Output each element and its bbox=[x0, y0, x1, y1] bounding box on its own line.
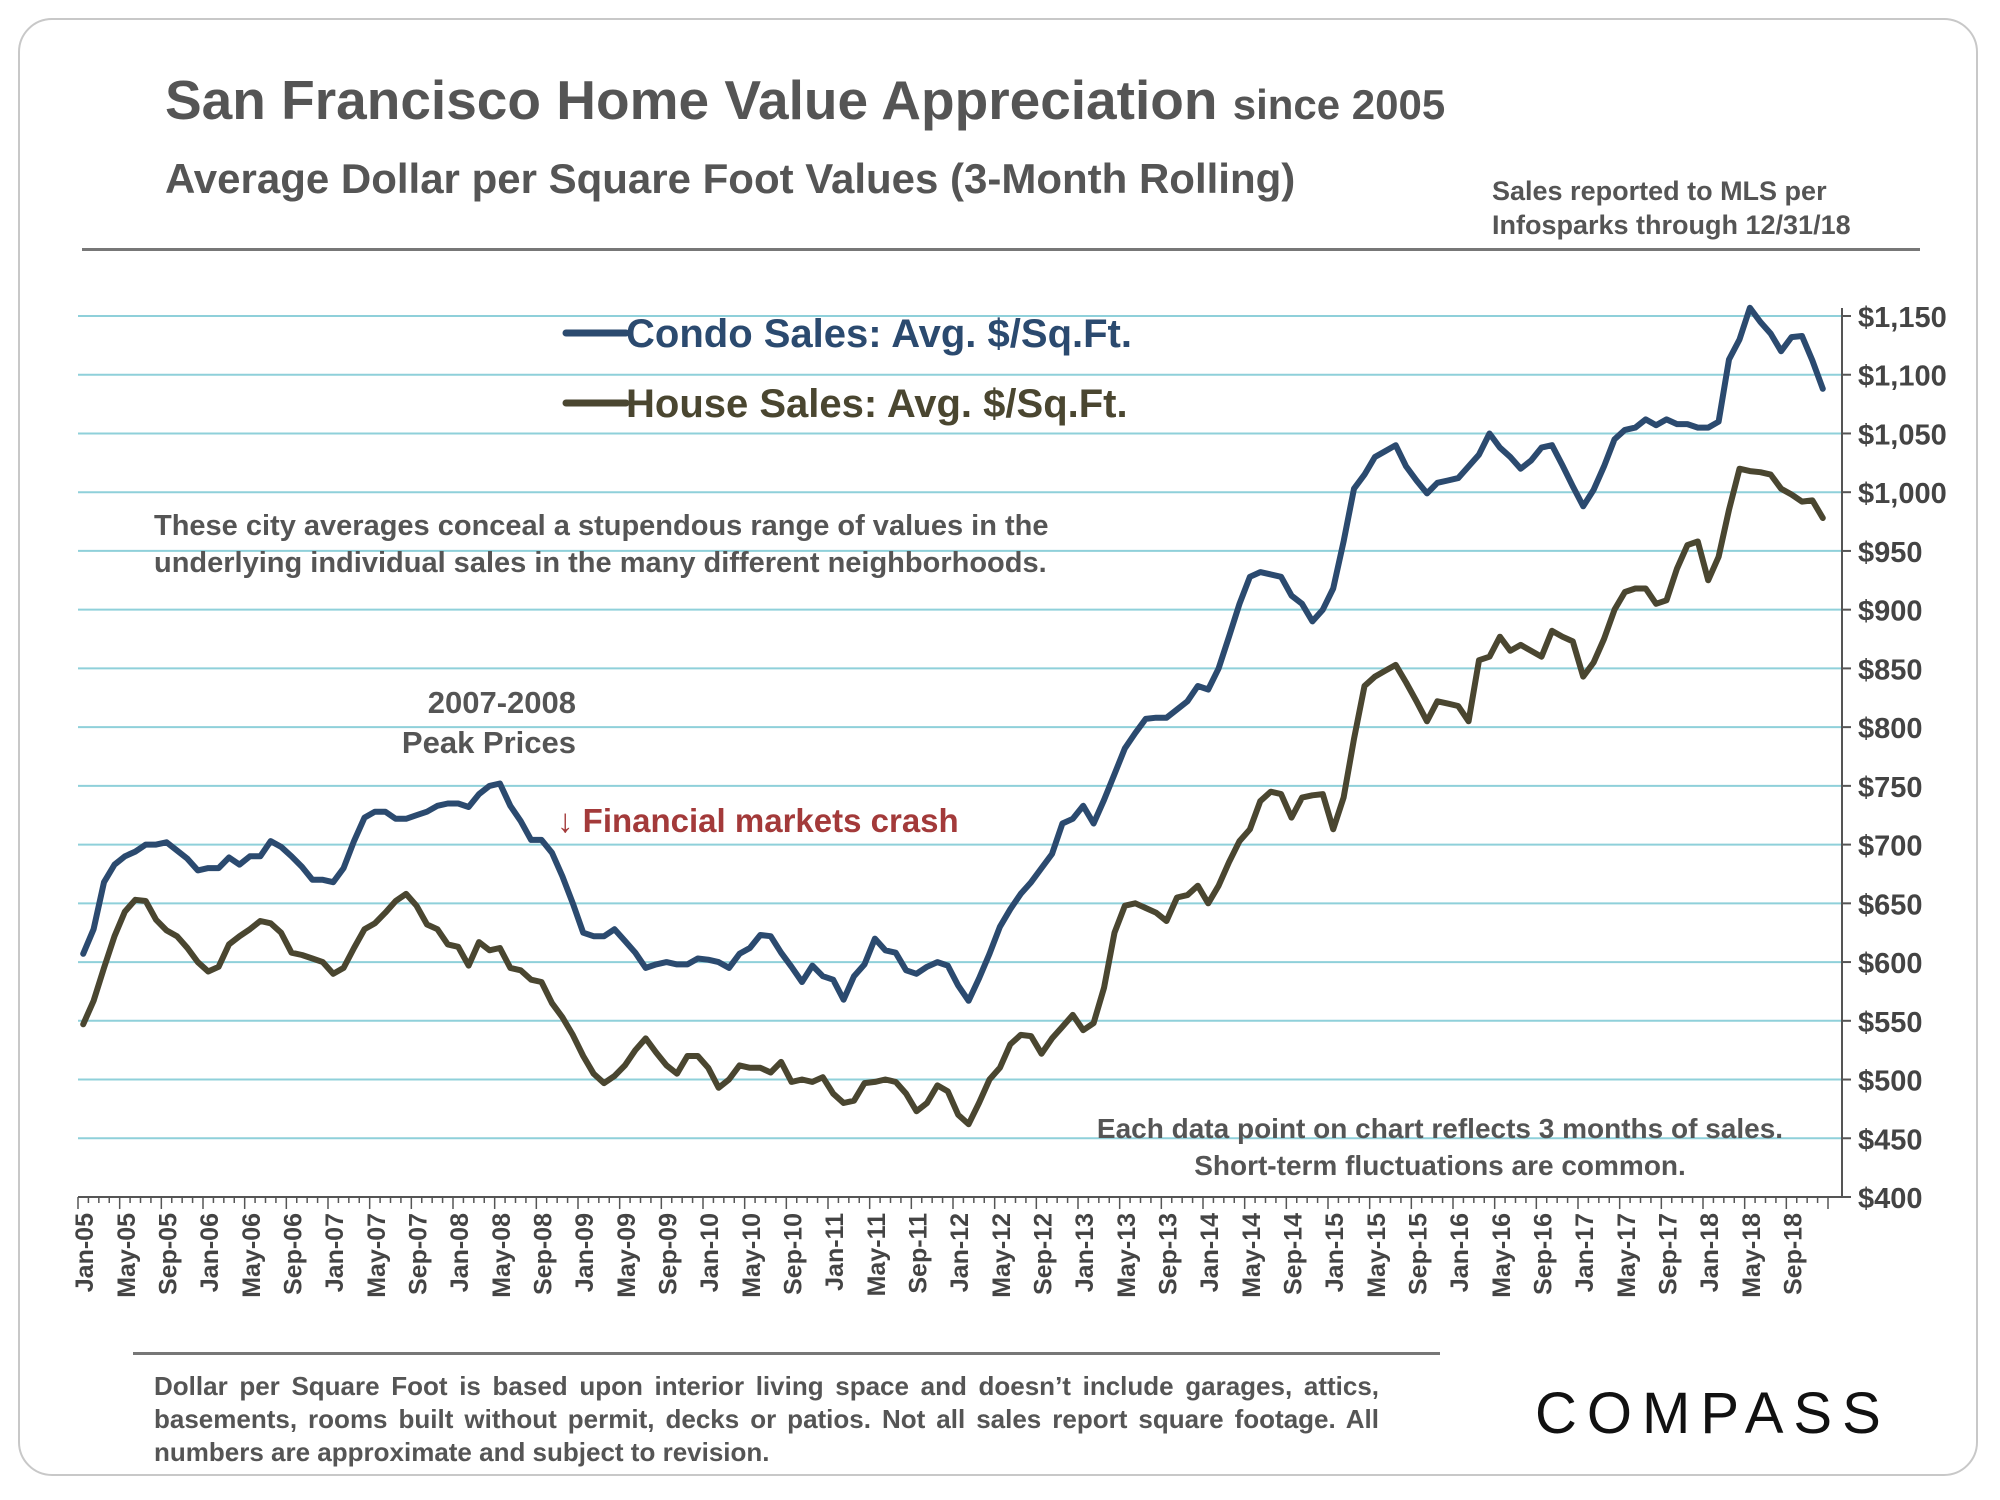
series-line-house bbox=[80, 465, 1826, 1128]
title-suffix: since 2005 bbox=[1232, 81, 1446, 128]
x-tick-label: Sep-05 bbox=[155, 1213, 183, 1295]
x-tick-label: Sep-14 bbox=[1280, 1213, 1308, 1295]
peak-line-2: Peak Prices bbox=[401, 725, 576, 760]
page-subtitle: Average Dollar per Square Foot Values (3… bbox=[165, 155, 1296, 202]
y-tick-label: $1,100 bbox=[1858, 361, 1947, 393]
x-tick-label: Jan-13 bbox=[1071, 1213, 1099, 1292]
x-tick-label: May-07 bbox=[363, 1213, 391, 1298]
data-point-note-line-2: Short-term fluctuations are common. bbox=[1194, 1150, 1686, 1181]
y-tick-label: $500 bbox=[1858, 1066, 1923, 1098]
y-tick-label: $750 bbox=[1858, 772, 1923, 804]
x-tick-label: Jan-11 bbox=[821, 1213, 849, 1291]
x-tick-label: Sep-08 bbox=[530, 1213, 558, 1295]
legend-label-condo: Condo Sales: Avg. $/Sq.Ft. bbox=[626, 312, 1132, 356]
y-tick-label: $1,050 bbox=[1858, 419, 1947, 451]
x-tick-label: May-10 bbox=[738, 1213, 766, 1298]
y-tick-label: $950 bbox=[1858, 537, 1923, 569]
page-title: San Francisco Home Value Appreciation si… bbox=[165, 68, 1445, 132]
range-note-line-1: These city averages conceal a stupendous… bbox=[154, 510, 1049, 542]
slide-frame bbox=[18, 18, 1978, 1476]
x-tick-label: May-12 bbox=[988, 1213, 1016, 1298]
disclaimer: Dollar per Square Foot is based upon int… bbox=[154, 1371, 1379, 1467]
x-tick-label: May-09 bbox=[613, 1213, 641, 1298]
x-tick-label: Sep-17 bbox=[1655, 1213, 1683, 1295]
range-note-line-2: underlying individual sales in the many … bbox=[154, 547, 1047, 579]
source-note: Sales reported to MLS per Infosparks thr… bbox=[1492, 174, 1851, 242]
x-tick-label: Jan-05 bbox=[71, 1213, 99, 1292]
y-tick-label: $650 bbox=[1858, 889, 1923, 921]
x-tick-label: May-17 bbox=[1613, 1213, 1641, 1298]
x-tick-label: Sep-07 bbox=[405, 1213, 433, 1295]
range-note: These city averages conceal a stupendous… bbox=[154, 508, 1048, 582]
x-tick-label: Jan-06 bbox=[196, 1213, 224, 1292]
source-line-2: Infosparks through 12/31/18 bbox=[1492, 210, 1851, 240]
y-tick-label: $400 bbox=[1858, 1183, 1923, 1215]
x-tick-label: May-08 bbox=[488, 1213, 516, 1298]
x-tick-label: Sep-18 bbox=[1780, 1213, 1808, 1295]
x-tick-label: Jan-07 bbox=[321, 1213, 349, 1292]
x-tick-label: Jan-18 bbox=[1696, 1213, 1724, 1292]
x-tick-label: Jan-12 bbox=[946, 1213, 974, 1292]
legend: Condo Sales: Avg. $/Sq.Ft. House Sales: A… bbox=[562, 312, 1132, 426]
x-tick-label: Sep-10 bbox=[780, 1213, 808, 1295]
peak-prices-annotation: 2007-2008 Peak Prices bbox=[380, 683, 576, 763]
x-tick-label: Jan-08 bbox=[446, 1213, 474, 1292]
x-tick-label: Jan-17 bbox=[1571, 1213, 1599, 1292]
series-line-condo bbox=[80, 304, 1826, 1004]
data-point-note: Each data point on chart reflects 3 mont… bbox=[1020, 1110, 1860, 1184]
x-tick-label: Sep-12 bbox=[1030, 1213, 1058, 1295]
axes: $400 $450 $500 $550 $600 $650 $700 $750 $800 $850… bbox=[71, 302, 1946, 1298]
compass-logo: COMPASS bbox=[1535, 1381, 1891, 1446]
crash-annotation: ↓ Financial markets crash bbox=[557, 802, 959, 839]
x-tick-label: Jan-16 bbox=[1446, 1213, 1474, 1292]
x-tick-label: Jan-10 bbox=[696, 1213, 724, 1292]
x-tick-label: May-14 bbox=[1238, 1213, 1266, 1298]
x-tick-label: Sep-11 bbox=[905, 1213, 933, 1294]
x-tick-label: May-05 bbox=[113, 1213, 141, 1298]
series-lines bbox=[80, 304, 1826, 1128]
x-tick-label: Sep-15 bbox=[1405, 1213, 1433, 1295]
x-tick-label: May-16 bbox=[1488, 1213, 1516, 1298]
source-line-1: Sales reported to MLS per bbox=[1492, 176, 1827, 206]
y-tick-label: $1,000 bbox=[1858, 478, 1947, 510]
x-tick-label: May-15 bbox=[1363, 1213, 1391, 1298]
x-tick-label: May-11 bbox=[863, 1213, 891, 1296]
header-divider bbox=[82, 248, 1920, 251]
legend-label-house: House Sales: Avg. $/Sq.Ft. bbox=[626, 382, 1128, 426]
x-tick-label: Sep-09 bbox=[655, 1213, 683, 1295]
x-tick-label: Jan-09 bbox=[571, 1213, 599, 1292]
y-tick-label: $450 bbox=[1858, 1124, 1923, 1156]
y-tick-label: $800 bbox=[1858, 713, 1923, 745]
x-tick-label: Jan-14 bbox=[1196, 1213, 1224, 1292]
y-tick-label: $600 bbox=[1858, 948, 1923, 980]
x-tick-label: Sep-06 bbox=[280, 1213, 308, 1295]
footer-divider bbox=[133, 1352, 1440, 1355]
x-tick-label: Sep-16 bbox=[1530, 1213, 1558, 1295]
gridlines bbox=[78, 315, 1842, 1140]
x-tick-label: May-18 bbox=[1738, 1213, 1766, 1298]
data-point-note-line-1: Each data point on chart reflects 3 mont… bbox=[1096, 1113, 1784, 1144]
x-tick-label: May-06 bbox=[238, 1213, 266, 1298]
y-tick-label: $1,150 bbox=[1858, 302, 1947, 334]
peak-line-1: 2007-2008 bbox=[427, 685, 576, 720]
y-tick-label: $550 bbox=[1858, 1007, 1923, 1039]
y-tick-label: $700 bbox=[1858, 831, 1923, 863]
x-tick-label: Sep-13 bbox=[1155, 1213, 1183, 1295]
x-tick-label: May-13 bbox=[1113, 1213, 1141, 1298]
title-main: San Francisco Home Value Appreciation bbox=[165, 69, 1218, 131]
y-tick-label: $850 bbox=[1858, 654, 1923, 686]
y-tick-label: $900 bbox=[1858, 596, 1923, 628]
x-tick-label: Jan-15 bbox=[1321, 1213, 1349, 1292]
